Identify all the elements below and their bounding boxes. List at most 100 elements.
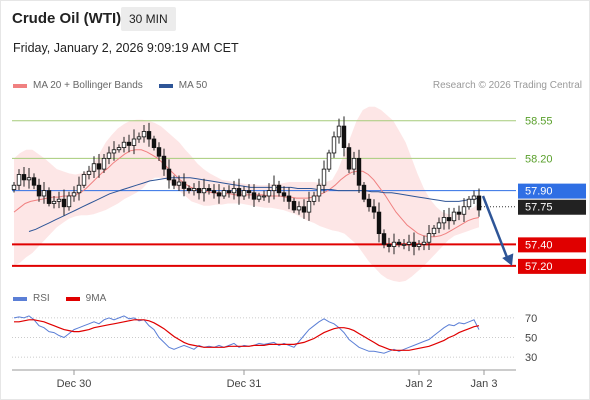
candle-body	[176, 181, 182, 186]
candle	[201, 178, 207, 202]
candle-body	[136, 136, 142, 140]
candle-body	[116, 147, 122, 151]
copyright-note: Research © 2026 Trading Central	[432, 80, 582, 91]
price-label-57.90: 57.90	[518, 183, 586, 199]
candle	[236, 178, 242, 205]
candle	[366, 193, 372, 212]
legend-rsi-label: RSI	[33, 293, 50, 304]
candle-body	[436, 222, 442, 229]
candle-body	[451, 211, 457, 222]
candle	[36, 178, 42, 202]
timeframe-badge[interactable]: 30 MIN	[121, 7, 176, 31]
rsi-legend: RSI 9MA	[13, 293, 122, 304]
candle	[401, 238, 407, 250]
x-tick-label: Dec 31	[227, 378, 262, 390]
candle	[106, 146, 112, 165]
candle-body	[126, 141, 132, 146]
candle-body	[276, 184, 282, 194]
price-label-text: 58.55	[525, 116, 553, 128]
candle-body	[76, 184, 82, 194]
candle	[121, 136, 127, 153]
candle-body	[441, 217, 447, 224]
candle-body	[141, 131, 147, 138]
candle	[111, 141, 117, 161]
candle-body	[431, 227, 437, 235]
candle-body	[426, 233, 432, 243]
candle	[336, 118, 342, 144]
chart-datetime: Friday, January 2, 2026 9:09:19 AM CET	[13, 41, 239, 55]
candle	[341, 116, 347, 157]
candle	[406, 234, 412, 252]
candle	[101, 154, 107, 173]
candle	[71, 186, 77, 202]
candle	[451, 207, 457, 225]
candle	[251, 184, 257, 207]
candle	[416, 240, 422, 251]
candle-body	[16, 174, 22, 186]
candle-body	[91, 163, 97, 172]
candle	[461, 198, 467, 223]
candle-body	[81, 174, 87, 186]
candle-body	[41, 190, 47, 197]
candle-body	[221, 190, 227, 197]
candle-body	[396, 241, 402, 245]
candle	[66, 191, 72, 211]
candle	[361, 182, 367, 203]
candle	[86, 165, 92, 180]
price-label-57.20: 57.20	[518, 258, 586, 274]
candle-body	[281, 192, 287, 197]
candle-body	[331, 136, 337, 154]
candle-body	[421, 241, 427, 245]
candle-body	[66, 195, 72, 208]
candle-body	[386, 243, 392, 247]
candle	[26, 168, 32, 189]
candle	[146, 122, 152, 147]
candle	[271, 175, 277, 200]
candle-body	[206, 188, 212, 192]
candle	[196, 180, 202, 200]
candle-body	[341, 125, 347, 149]
candle	[476, 188, 482, 217]
candle	[141, 125, 147, 143]
candle-body	[26, 177, 32, 181]
candle-body	[461, 206, 467, 215]
rsi-ma-swatch	[65, 296, 80, 301]
candle-body	[361, 184, 367, 200]
candle	[266, 183, 272, 203]
candle	[296, 201, 302, 215]
candle	[46, 187, 52, 207]
candle	[426, 225, 432, 250]
rsi-line	[13, 315, 480, 354]
candle-body	[296, 206, 302, 211]
candle	[56, 191, 62, 209]
candle-body	[261, 195, 267, 198]
candle	[471, 190, 477, 205]
candle	[396, 238, 402, 248]
candle-body	[31, 177, 37, 186]
candle	[276, 180, 282, 197]
candle-body	[471, 195, 477, 200]
candle-body	[391, 241, 397, 247]
price-label-58.55: 58.55	[525, 116, 553, 128]
candle-body	[161, 155, 167, 170]
candle	[181, 173, 187, 197]
candle-body	[226, 190, 232, 194]
forecast-arrow-line	[481, 195, 510, 261]
candle-body	[406, 241, 412, 245]
candle	[241, 186, 247, 200]
x-tick-label: Dec 30	[57, 378, 92, 390]
candle	[306, 191, 312, 221]
candle	[281, 186, 287, 202]
price-label-bg	[518, 199, 586, 215]
candle	[421, 235, 427, 251]
candle	[291, 198, 297, 213]
candle	[246, 184, 252, 199]
candlesticks	[11, 116, 482, 256]
candle-body	[146, 131, 152, 140]
x-tick-label: Jan 3	[471, 378, 498, 390]
candle	[156, 142, 162, 162]
candle	[91, 156, 97, 179]
candle-body	[11, 184, 17, 190]
rsi-tick-50: 50	[525, 333, 537, 345]
